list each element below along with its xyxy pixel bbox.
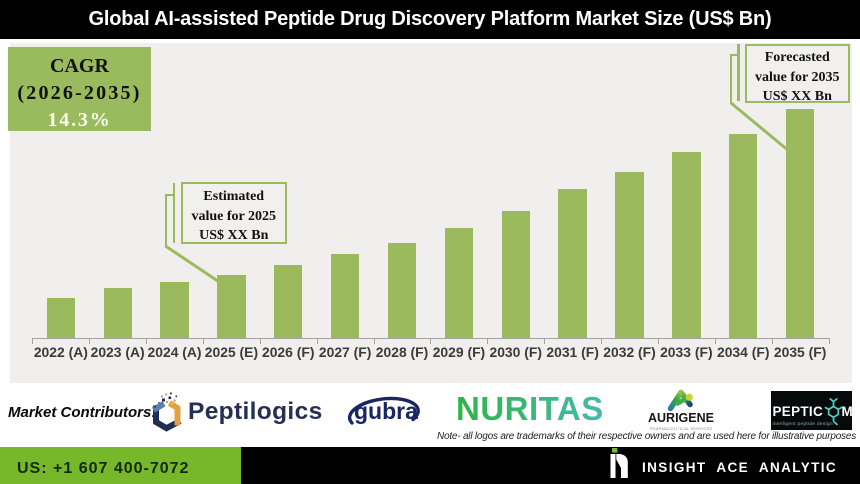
svg-text:PEPTIC: PEPTIC: [773, 404, 823, 419]
svg-text:intelligent peptide design: intelligent peptide design: [773, 421, 833, 427]
svg-text:M: M: [842, 404, 853, 419]
svg-text:gubra: gubra: [354, 398, 418, 424]
